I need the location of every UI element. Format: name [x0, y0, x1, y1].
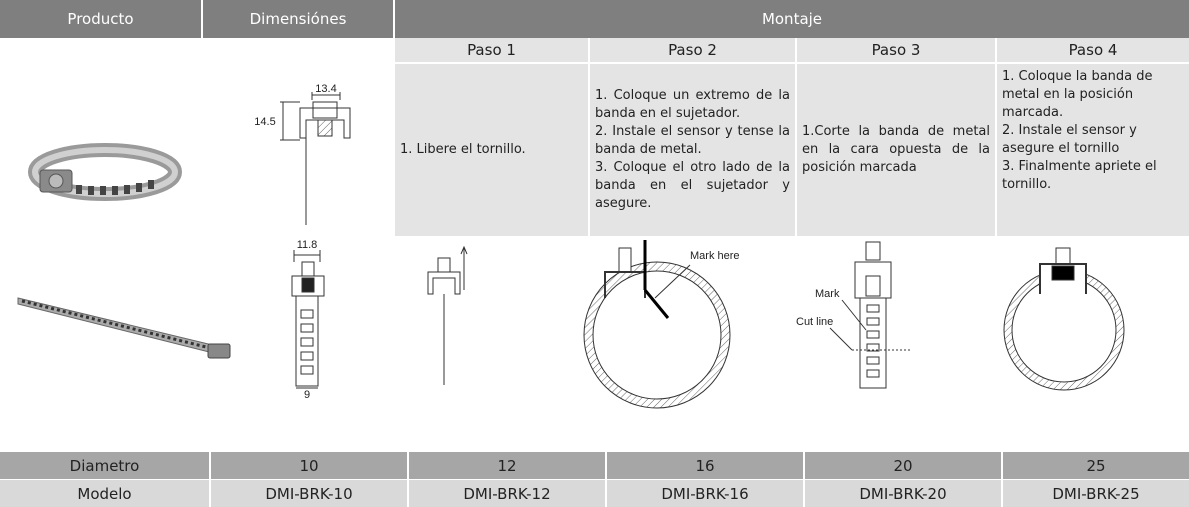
step-drawing [427, 245, 468, 385]
step-text: 1. Libere el tornillo. [395, 64, 590, 236]
dimension-drawing [291, 250, 325, 389]
step-item: 1. Coloque un extremo de la banda en el … [595, 88, 790, 121]
diagram-label: Mark [815, 288, 840, 300]
step-drawing [829, 241, 910, 389]
product-photo [28, 143, 182, 201]
step-item: 1. Coloque la banda de metal en la posic… [1002, 69, 1153, 120]
diagram-label: Mark here [690, 250, 740, 262]
step-title: Paso 2 [590, 38, 797, 64]
step-drawing [1003, 247, 1125, 391]
header-cell: Producto [0, 0, 203, 38]
header-cell: Montaje [395, 0, 1189, 38]
step-item: 3. Coloque el otro lado de la banda en e… [595, 160, 790, 211]
spec-cell: 25 [1003, 452, 1189, 480]
dimension-label: 11.8 [297, 239, 318, 251]
step-text: 1. Coloque la banda de metal en la posic… [997, 64, 1189, 236]
dimension-label: 14.5 [254, 116, 275, 128]
step-item: 1. Libere el tornillo. [400, 142, 526, 157]
step-text: 1.Corte la banda de metal en la cara opu… [797, 64, 997, 236]
spec-cell: 20 [805, 452, 1003, 480]
header-cell: Dimensiónes [203, 0, 395, 38]
dimension-label: 9 [304, 389, 310, 401]
spec-cell: DMI-BRK-16 [607, 480, 805, 507]
step-item: 3. Finalmente apriete el tornillo. [1002, 159, 1157, 192]
step-title: Paso 4 [997, 38, 1189, 64]
step-item: 2. Instale el sensor y tense la banda de… [595, 124, 790, 157]
spec-cell: 10 [211, 452, 409, 480]
dimension-drawing [280, 92, 351, 225]
spec-cell: Modelo [0, 480, 211, 507]
diagram-label: Cut line [796, 316, 833, 328]
spec-cell: DMI-BRK-25 [1003, 480, 1189, 507]
spec-cell: Diametro [0, 452, 211, 480]
spec-cell: 16 [607, 452, 805, 480]
spec-cell: DMI-BRK-12 [409, 480, 607, 507]
step-item: 1.Corte la banda de metal en la cara opu… [802, 124, 990, 175]
step-title: Paso 3 [797, 38, 997, 64]
spec-cell: 12 [409, 452, 607, 480]
spec-cell: DMI-BRK-10 [211, 480, 409, 507]
step-item: 2. Instale el sensor y asegure el tornil… [1002, 123, 1137, 156]
dimension-label: 13.4 [315, 83, 336, 95]
step-drawing [583, 240, 731, 409]
spec-cell: DMI-BRK-20 [805, 480, 1003, 507]
step-title: Paso 1 [395, 38, 590, 64]
product-photo [17, 297, 231, 359]
step-text: 1. Coloque un extremo de la banda en el … [590, 64, 797, 236]
